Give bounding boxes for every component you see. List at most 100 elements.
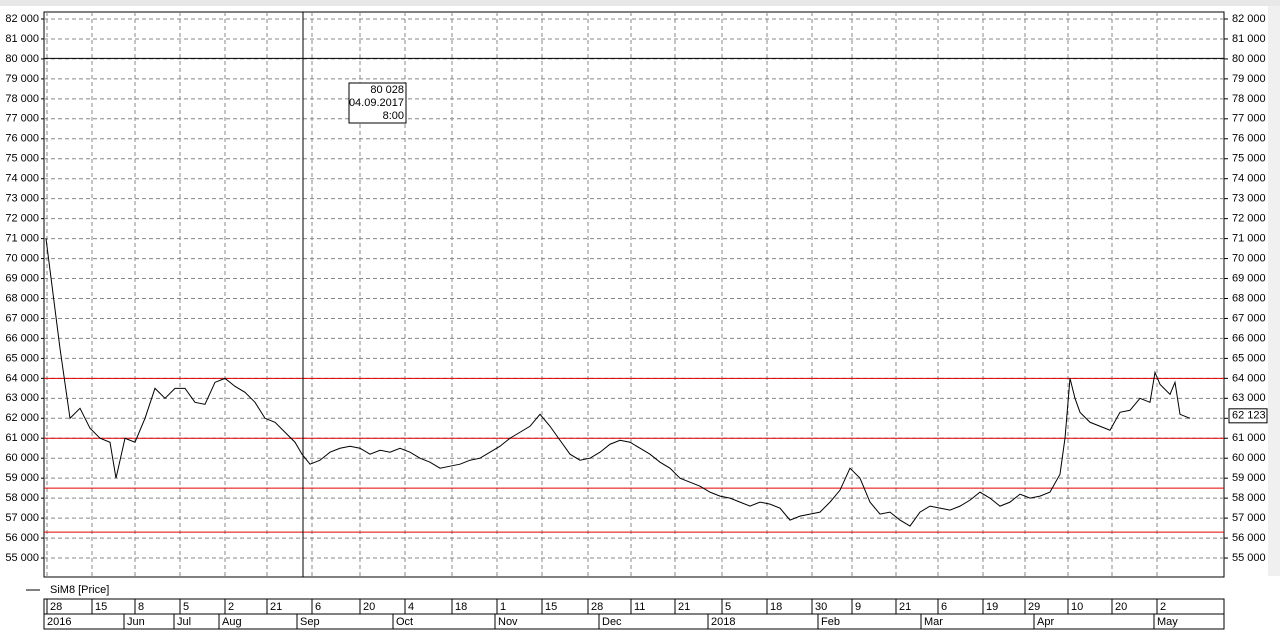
x-tick-label: 6 [315, 601, 321, 613]
price-line [45, 238, 1191, 527]
y2-tick-label: 77 000 [1232, 113, 1266, 125]
x-tick-label: 10 [1071, 601, 1083, 613]
y-tick-label: 56 000 [5, 532, 39, 544]
x-tick-label: 5 [183, 601, 189, 613]
period-label: Apr [1037, 616, 1054, 628]
y2-tick-label: 73 000 [1232, 193, 1266, 205]
x-tick-label: 28 [50, 601, 62, 613]
y2-tick-label: 59 000 [1232, 472, 1266, 484]
y-tick-label: 80 000 [5, 53, 39, 65]
y2-tick-label: 72 000 [1232, 213, 1266, 225]
y2-tick-label: 75 000 [1232, 153, 1266, 165]
scrollbar [1268, 6, 1280, 576]
x-tick-label: 29 [1028, 601, 1040, 613]
period-label: Sep [300, 616, 320, 628]
x-tick-label: 15 [95, 601, 107, 613]
x-tick-label: 11 [634, 601, 645, 613]
y-tick-label: 72 000 [5, 213, 39, 225]
period-label: Feb [821, 616, 840, 628]
y-tick-label: 81 000 [5, 33, 39, 45]
y2-tick-label: 64 000 [1232, 372, 1266, 384]
y2-tick-label: 58 000 [1232, 492, 1266, 504]
cursor-date: 04.09.2017 [349, 97, 404, 109]
period-label: 2018 [711, 616, 735, 628]
y-tick-label: 67 000 [5, 312, 39, 324]
y2-tick-label: 66 000 [1232, 332, 1266, 344]
y-tick-label: 68 000 [5, 292, 39, 304]
cursor-time: 8:00 [383, 110, 404, 122]
x-tick-label: 6 [941, 601, 947, 613]
x-tick-label: 18 [455, 601, 467, 613]
y-tick-label: 70 000 [5, 252, 39, 264]
legend-label: SiM8 [Price] [50, 584, 109, 596]
cursor-value: 80 028 [370, 84, 404, 96]
y2-tick-label: 57 000 [1232, 512, 1266, 524]
period-label: 2016 [47, 616, 71, 628]
y-tick-label: 60 000 [5, 452, 39, 464]
y2-tick-label: 80 000 [1232, 53, 1266, 65]
period-label: Jun [127, 616, 145, 628]
y2-tick-label: 68 000 [1232, 292, 1266, 304]
plot-area [43, 11, 1225, 578]
x-tick-label: 9 [855, 601, 861, 613]
y-tick-label: 75 000 [5, 153, 39, 165]
y2-tick-label: 56 000 [1232, 532, 1266, 544]
y-tick-label: 69 000 [5, 272, 39, 284]
y-tick-label: 71 000 [5, 233, 39, 245]
x-tick-label: 5 [725, 601, 731, 613]
y-tick-label: 74 000 [5, 173, 39, 185]
period-label: Oct [396, 616, 413, 628]
y2-tick-label: 70 000 [1232, 252, 1266, 264]
x-tick-label: 20 [1115, 601, 1127, 613]
x-tick-label: 2 [1160, 601, 1166, 613]
last-value-box [1228, 408, 1268, 424]
y2-tick-label: 65 000 [1232, 352, 1266, 364]
x-tick-label: 18 [770, 601, 782, 613]
y2-tick-label: 79 000 [1232, 73, 1266, 85]
x-tick-label: 30 [815, 601, 827, 613]
x-tick-label: 20 [363, 601, 375, 613]
x-tick-label: 28 [591, 601, 603, 613]
x-tick-label: 19 [986, 601, 998, 613]
period-label: Dec [602, 616, 622, 628]
last-value-label: 62 123 [1232, 410, 1266, 422]
y2-tick-label: 81 000 [1232, 33, 1266, 45]
y-tick-label: 64 000 [5, 372, 39, 384]
y-tick-label: 65 000 [5, 352, 39, 364]
y2-tick-label: 61 000 [1232, 432, 1266, 444]
y-tick-label: 73 000 [5, 193, 39, 205]
y-tick-label: 82 000 [5, 13, 39, 25]
y2-tick-label: 55 000 [1232, 552, 1266, 564]
x-tick-label: 4 [408, 601, 414, 613]
y2-tick-label: 82 000 [1232, 13, 1266, 25]
x-tick-label: 21 [899, 601, 911, 613]
y-tick-label: 63 000 [5, 392, 39, 404]
y-tick-label: 78 000 [5, 93, 39, 105]
y-tick-label: 77 000 [5, 113, 39, 125]
y-tick-label: 62 000 [5, 412, 39, 424]
period-label: May [1157, 616, 1178, 628]
y2-tick-label: 71 000 [1232, 233, 1266, 245]
y-tick-label: 79 000 [5, 73, 39, 85]
y2-tick-label: 76 000 [1232, 133, 1266, 145]
y-tick-label: 76 000 [5, 133, 39, 145]
x-tick-label: 2 [228, 601, 234, 613]
y-tick-label: 66 000 [5, 332, 39, 344]
y-tick-label: 59 000 [5, 472, 39, 484]
y2-tick-label: 67 000 [1232, 312, 1266, 324]
y-tick-label: 55 000 [5, 552, 39, 564]
period-label: Jul [177, 616, 191, 628]
y-tick-label: 57 000 [5, 512, 39, 524]
x-tick-label: 21 [678, 601, 690, 613]
period-label: Mar [924, 616, 943, 628]
y2-tick-label: 63 000 [1232, 392, 1266, 404]
x-tick-label: 15 [545, 601, 557, 613]
y2-tick-label: 74 000 [1232, 173, 1266, 185]
x-tick-label: 1 [500, 601, 506, 613]
x-tick-label: 8 [138, 601, 144, 613]
y-tick-label: 58 000 [5, 492, 39, 504]
x-tick-label: 21 [270, 601, 282, 613]
cursor-tooltip [348, 82, 407, 124]
y-tick-label: 61 000 [5, 432, 39, 444]
